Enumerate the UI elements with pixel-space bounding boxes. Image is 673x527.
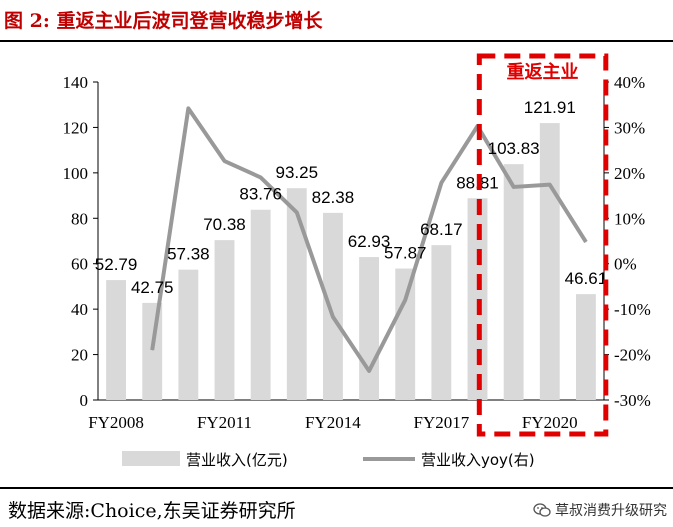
right-tick-label: -10% (614, 300, 651, 319)
right-tick-label: 20% (614, 164, 645, 183)
yoy-point (151, 349, 153, 351)
bottom-rule (0, 487, 673, 489)
top-rule (0, 40, 673, 42)
yoy-point (368, 370, 370, 372)
x-tick-label: FY2011 (197, 413, 252, 432)
left-tick-label: 80 (71, 209, 88, 228)
legend-bar-swatch (122, 451, 180, 466)
x-tick-label: FY2020 (522, 413, 578, 432)
watermark: 草叔消费升级研究 (533, 500, 667, 520)
bar-data-label: 121.91 (524, 98, 576, 117)
yoy-point (224, 160, 225, 162)
revenue-bar (214, 240, 235, 400)
left-tick-label: 140 (63, 73, 89, 92)
chart-legend: 营业收入(亿元) 营业收入yoy(右) (122, 451, 535, 469)
bar-data-labels: 52.79 42.75 57.38 70.38 83.76 93.25 82.38 62.93… (95, 98, 607, 297)
right-tick-label: 30% (614, 118, 645, 137)
left-tick-label: 0 (80, 391, 89, 410)
revenue-bar (431, 245, 452, 400)
yoy-point (260, 176, 262, 178)
revenue-bar (395, 268, 416, 400)
annotation-group: 重返主业 (476, 53, 609, 437)
bar-data-label: 93.25 (276, 163, 319, 182)
revenue-bar (106, 280, 127, 400)
revenue-bar (575, 294, 596, 400)
right-tick-label: -20% (614, 346, 651, 365)
revenue-bar (286, 188, 307, 400)
bar-series (106, 123, 596, 400)
revenue-bar (503, 164, 524, 400)
revenue-bar (539, 123, 560, 400)
legend-line-label: 营业收入yoy(右) (421, 451, 535, 469)
revenue-bar (322, 212, 343, 400)
annotation-box (476, 53, 609, 437)
watermark-text: 草叔消费升级研究 (555, 503, 667, 519)
left-tick-label: 60 (71, 255, 88, 274)
left-tick-label: 120 (63, 118, 89, 137)
revenue-bar (142, 302, 163, 400)
revenue-bar (250, 209, 271, 400)
right-tick-label: -30% (614, 391, 651, 410)
bar-data-label: 52.79 (95, 255, 138, 274)
bar-data-label: 46.61 (565, 269, 608, 288)
source-note: 数据来源:Choice,东吴证券研究所 (8, 500, 296, 522)
bar-data-label: 103.83 (488, 139, 540, 158)
left-tick-label: 40 (71, 300, 88, 319)
x-tick-label: FY2017 (413, 413, 469, 432)
yoy-point (585, 241, 587, 243)
yoy-point (187, 107, 189, 109)
bar-data-label: 68.17 (420, 220, 463, 239)
right-tick-label: 0% (614, 255, 637, 274)
right-tick-label: 10% (614, 209, 645, 228)
revenue-bar (178, 269, 199, 400)
bar-data-label: 42.75 (131, 278, 174, 297)
bar-data-label: 57.87 (384, 244, 427, 263)
bar-data-label: 70.38 (203, 215, 246, 234)
yoy-point (549, 184, 551, 186)
revenue-bar (359, 257, 380, 400)
revenue-chart: 0 20 40 60 80 100 120 140 -30% -20% -10% 0% 10% 20% 30… (63, 53, 651, 469)
chart-axes: 0 20 40 60 80 100 120 140 -30% -20% -10% 0% 10% 20% 30… (63, 73, 651, 432)
yoy-point (404, 299, 406, 301)
annotation-label: 重返主业 (507, 61, 579, 83)
yoy-point (296, 211, 298, 213)
left-tick-label: 100 (63, 164, 89, 183)
bar-data-label: 62.93 (348, 232, 391, 251)
bar-data-label: 82.38 (312, 188, 355, 207)
bar-data-label: 83.76 (239, 185, 282, 204)
yoy-point (332, 316, 334, 318)
legend-bar-label: 营业收入(亿元) (186, 451, 288, 469)
right-tick-label: 40% (614, 73, 645, 92)
bar-data-label: 57.38 (167, 245, 210, 264)
yoy-point (513, 186, 515, 188)
wechat-icon (533, 503, 551, 517)
x-tick-label: FY2014 (305, 413, 361, 432)
yoy-point (440, 182, 442, 184)
left-tick-label: 20 (71, 346, 88, 365)
x-tick-label: FY2008 (88, 413, 144, 432)
figure-title: 图 2: 重返主业后波司登营收稳步增长 (4, 10, 323, 32)
